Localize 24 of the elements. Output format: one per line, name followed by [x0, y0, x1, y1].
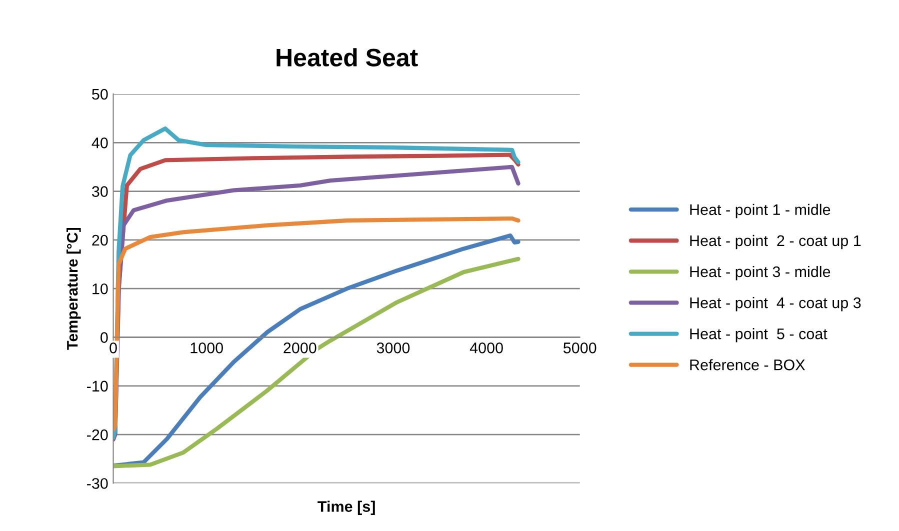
- x-tick-label: 3000: [376, 342, 410, 354]
- y-tick-label: -30: [87, 478, 108, 489]
- legend-label: Heat - point 5 - coat: [690, 328, 828, 342]
- x-tick-label: 4000: [470, 342, 503, 354]
- legend-label: Heat - point 4 - coat up 3: [690, 297, 861, 312]
- y-tick-label: -10: [87, 380, 108, 392]
- legend-label: Heat - point 1 - midle: [690, 204, 830, 218]
- x-axis-title: Time [s]: [318, 500, 375, 515]
- y-axis-title: Temperature [°C]: [66, 228, 81, 350]
- x-tick-label: 0: [110, 342, 117, 354]
- legend-label: Heat - point 3 - midle: [690, 266, 830, 280]
- x-tick-label: 2000: [284, 342, 316, 354]
- y-tick-label: 30: [92, 186, 108, 197]
- y-tick-label: 20: [92, 234, 108, 246]
- x-tick-label: 1000: [190, 342, 223, 354]
- y-tick-label: 0: [100, 332, 108, 343]
- y-tick-label: 40: [92, 138, 108, 148]
- x-tick-label: 5000: [563, 342, 596, 354]
- y-tick-label: 50: [92, 88, 108, 100]
- legend-label: Reference - BOX: [690, 359, 805, 370]
- y-tick-label: -20: [87, 429, 108, 440]
- chart-title: Heated Seat: [276, 48, 418, 66]
- legend-label: Heat - point 2 - coat up 1: [690, 234, 861, 250]
- y-tick-label: 10: [92, 283, 108, 294]
